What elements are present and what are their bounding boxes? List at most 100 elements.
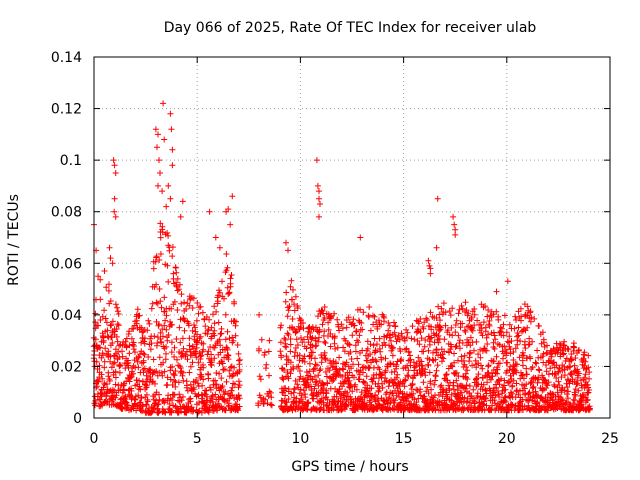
data-point	[320, 385, 327, 392]
data-point	[574, 380, 581, 387]
data-point	[510, 349, 517, 355]
data-point	[321, 349, 328, 356]
data-point	[200, 340, 207, 347]
data-point	[255, 402, 262, 409]
data-point	[195, 310, 202, 317]
data-point	[173, 336, 180, 342]
data-point	[535, 366, 542, 373]
data-point	[190, 295, 197, 302]
data-point	[434, 362, 441, 369]
data-point	[350, 361, 356, 368]
data-point	[203, 401, 209, 408]
data-point	[556, 340, 563, 347]
data-point	[437, 317, 443, 324]
data-point	[581, 374, 588, 381]
data-point	[207, 386, 214, 393]
data-point	[443, 372, 449, 378]
data-point	[545, 371, 552, 378]
data-point	[326, 374, 333, 381]
data-point	[492, 392, 499, 399]
data-point	[453, 343, 460, 350]
data-point	[334, 344, 341, 351]
data-point	[441, 336, 448, 343]
data-point	[411, 364, 418, 371]
x-tick-label: 15	[395, 431, 413, 447]
data-point	[417, 329, 424, 336]
data-point	[323, 373, 330, 380]
data-point	[178, 300, 185, 307]
data-point	[369, 378, 376, 385]
data-point	[127, 374, 134, 381]
data-point	[211, 320, 218, 327]
data-point	[555, 378, 562, 385]
data-point	[178, 408, 185, 415]
data-point	[155, 409, 162, 416]
data-point	[326, 367, 333, 374]
data-point	[186, 335, 193, 342]
data-point	[136, 383, 143, 390]
data-point	[145, 317, 152, 324]
data-point	[277, 339, 284, 346]
data-point	[216, 336, 223, 343]
data-point	[164, 262, 171, 269]
data-point	[167, 367, 174, 374]
data-point	[458, 353, 465, 360]
data-point	[202, 323, 209, 330]
data-point	[224, 284, 231, 291]
data-point	[409, 380, 416, 387]
data-point	[324, 379, 331, 386]
data-point	[300, 320, 306, 326]
data-point	[401, 337, 408, 344]
data-point	[289, 407, 296, 414]
data-point	[405, 349, 412, 356]
data-point	[234, 342, 241, 348]
data-point	[425, 257, 432, 264]
data-point	[305, 399, 312, 406]
data-point	[256, 373, 263, 380]
data-point	[296, 352, 303, 359]
data-point	[521, 375, 527, 382]
data-point	[323, 387, 330, 394]
data-point	[482, 303, 489, 310]
data-point	[466, 383, 473, 389]
data-point	[208, 333, 215, 340]
data-point	[169, 397, 176, 403]
data-point	[536, 323, 542, 329]
data-point	[165, 182, 172, 189]
data-point	[568, 356, 575, 363]
data-point	[453, 317, 460, 324]
data-point	[355, 339, 362, 346]
data-point	[97, 344, 104, 351]
data-point	[117, 362, 124, 369]
data-point	[473, 364, 480, 371]
data-point	[226, 290, 233, 297]
data-point	[105, 373, 112, 380]
data-point	[345, 341, 352, 348]
data-point	[287, 283, 294, 290]
data-point	[547, 365, 554, 372]
data-point	[405, 373, 412, 380]
data-point	[425, 390, 432, 397]
data-point	[161, 322, 168, 329]
data-point	[579, 404, 586, 411]
data-point	[122, 393, 129, 400]
data-point	[313, 324, 319, 331]
data-point	[519, 372, 526, 378]
data-point	[372, 393, 379, 399]
data-point	[155, 401, 162, 407]
data-point	[314, 182, 321, 189]
data-point	[560, 350, 567, 357]
data-point	[371, 335, 378, 342]
data-point	[152, 126, 159, 133]
data-point	[289, 296, 296, 303]
data-point	[501, 343, 508, 350]
data-point	[191, 322, 197, 328]
data-point	[110, 157, 117, 164]
data-point	[346, 377, 353, 384]
data-point	[435, 303, 442, 310]
data-point	[109, 340, 116, 346]
data-point	[367, 351, 374, 358]
data-point	[421, 343, 428, 350]
data-point	[216, 244, 223, 251]
data-point	[439, 358, 445, 365]
